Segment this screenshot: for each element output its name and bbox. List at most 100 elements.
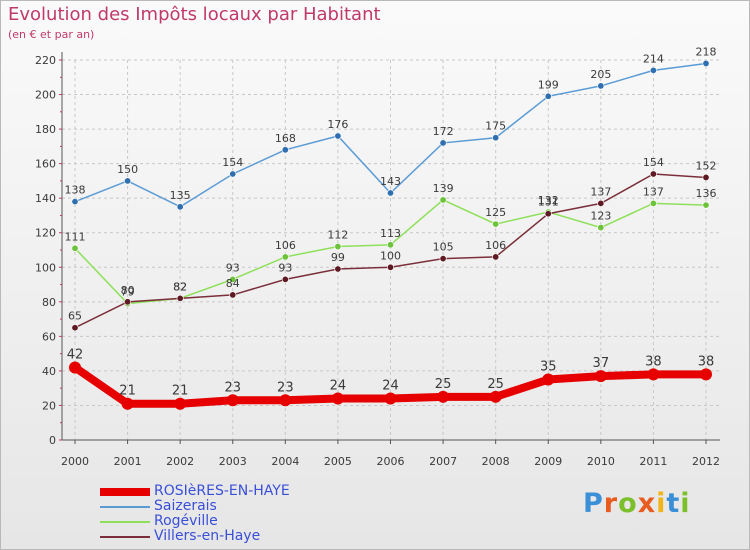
data-label: 82 <box>173 280 187 293</box>
data-label: 38 <box>645 354 662 369</box>
data-label: 24 <box>382 379 399 394</box>
legend-label: Rogéville <box>154 513 218 529</box>
data-point <box>174 397 187 410</box>
data-label: 136 <box>696 187 717 200</box>
data-label: 218 <box>696 45 717 58</box>
data-label: 25 <box>435 377 452 392</box>
data-label: 80 <box>121 284 135 297</box>
data-point <box>542 373 555 386</box>
data-point <box>544 92 552 100</box>
x-tick-label: 2009 <box>534 455 562 468</box>
data-label: 154 <box>643 156 664 169</box>
data-label: 172 <box>433 125 454 138</box>
x-tick-label: 2000 <box>61 455 89 468</box>
data-point <box>281 275 289 283</box>
data-point <box>489 390 502 403</box>
data-point <box>384 392 397 405</box>
data-label: 42 <box>67 347 84 362</box>
data-label: 138 <box>65 184 86 197</box>
data-label: 93 <box>226 261 240 274</box>
data-point <box>386 241 394 249</box>
chart-title: Evolution des Impôts locaux par Habitant <box>8 4 381 25</box>
data-label: 123 <box>590 210 611 223</box>
legend-item: Saizerais <box>100 499 290 514</box>
data-point <box>492 253 500 261</box>
legend-label: Saizerais <box>154 498 217 514</box>
legend-swatch <box>100 487 150 496</box>
data-point <box>281 146 289 154</box>
data-label: 99 <box>331 251 345 264</box>
data-label: 132 <box>538 194 559 207</box>
x-tick-label: 2012 <box>692 455 720 468</box>
y-tick-label: 180 <box>35 123 56 136</box>
data-point <box>700 368 712 381</box>
data-point <box>121 397 134 410</box>
x-tick-label: 2010 <box>587 455 615 468</box>
data-label: 106 <box>275 239 296 252</box>
y-tick-label: 60 <box>42 330 56 343</box>
data-label: 152 <box>696 159 717 172</box>
data-point <box>649 199 657 207</box>
legend-label: Villers-en-Haye <box>154 528 261 544</box>
data-label: 38 <box>698 354 715 369</box>
data-point <box>71 244 79 252</box>
data-label: 21 <box>172 384 189 399</box>
data-label: 112 <box>327 229 348 242</box>
data-point <box>229 170 237 178</box>
data-point <box>71 324 79 332</box>
x-tick-label: 2008 <box>482 455 510 468</box>
data-label: 131 <box>538 196 559 209</box>
y-tick-label: 40 <box>42 365 56 378</box>
data-label: 79 <box>121 286 135 299</box>
data-point <box>176 294 184 302</box>
data-label: 23 <box>277 380 294 395</box>
data-label: 82 <box>173 280 187 293</box>
data-point <box>331 392 344 405</box>
legend: ROSIèRES-EN-HAYE Saizerais Rogéville Viller… <box>100 484 290 544</box>
data-label: 23 <box>224 380 241 395</box>
data-point <box>439 255 447 263</box>
data-label: 137 <box>643 185 664 198</box>
data-point <box>647 368 660 381</box>
data-point <box>702 173 710 181</box>
x-tick-label: 2011 <box>639 455 667 468</box>
data-label: 106 <box>485 239 506 252</box>
data-label: 25 <box>487 377 504 392</box>
data-label: 100 <box>380 249 401 262</box>
legend-swatch <box>100 535 150 538</box>
x-tick-label: 2006 <box>377 455 405 468</box>
data-label: 205 <box>590 68 611 81</box>
data-label: 154 <box>222 156 243 169</box>
data-label: 176 <box>327 118 348 131</box>
data-label: 113 <box>380 227 401 240</box>
legend-item: ROSIèRES-EN-HAYE <box>100 484 290 499</box>
data-label: 35 <box>540 360 557 375</box>
data-point <box>229 291 237 299</box>
legend-label: ROSIèRES-EN-HAYE <box>154 483 290 499</box>
y-tick-label: 120 <box>35 227 56 240</box>
data-point <box>281 253 289 261</box>
data-label: 199 <box>538 78 559 91</box>
line-chart: 0 20 40 60 80 100 120 140 160 180 200 220 2000 2001 20… <box>35 45 720 468</box>
data-label: 150 <box>117 163 138 176</box>
data-label: 93 <box>278 261 292 274</box>
data-point <box>439 196 447 204</box>
chart-subtitle: (en € et par an) <box>8 28 95 41</box>
data-point <box>176 203 184 211</box>
x-tick-label: 2005 <box>324 455 352 468</box>
y-tick-label: 160 <box>35 158 56 171</box>
x-tick-label: 2007 <box>429 455 457 468</box>
data-point <box>649 66 657 74</box>
data-label: 21 <box>119 384 136 399</box>
legend-swatch <box>100 520 150 523</box>
data-point <box>702 59 710 67</box>
data-point <box>334 243 342 251</box>
data-point <box>124 177 132 185</box>
data-point <box>597 199 605 207</box>
x-tick-label: 2003 <box>219 455 247 468</box>
legend-item: Rogéville <box>100 514 290 529</box>
data-label: 168 <box>275 132 296 145</box>
data-point <box>386 263 394 271</box>
data-point <box>229 275 237 283</box>
data-point <box>492 220 500 228</box>
